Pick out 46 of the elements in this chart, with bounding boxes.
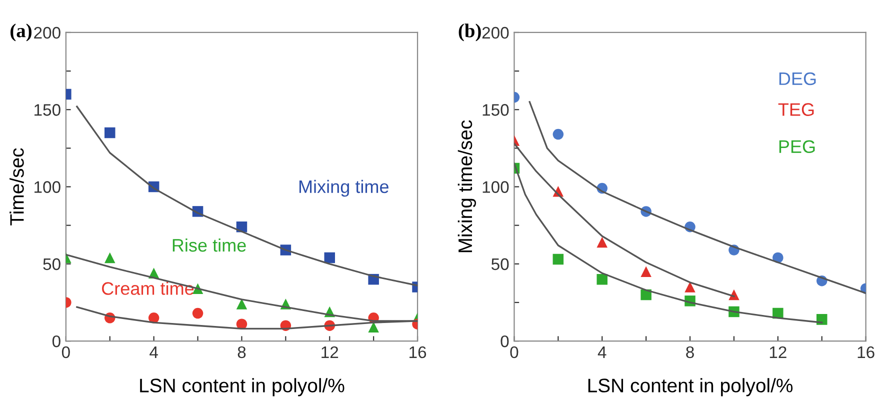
text: TEG	[778, 103, 814, 116]
text: PEG	[779, 140, 815, 153]
x-tick-label: 4	[150, 346, 158, 358]
point	[684, 282, 696, 292]
point	[104, 127, 116, 138]
point	[640, 266, 652, 277]
x-tick-label: 16	[858, 346, 874, 358]
x-tick-label: 8	[238, 346, 246, 358]
y-tick-label: 50	[43, 258, 60, 270]
point	[368, 322, 379, 333]
y-tick-label: 200	[34, 26, 60, 39]
x-axis-title: LSN content in polyol/%	[588, 378, 793, 396]
x-tick-label: 0	[62, 346, 70, 358]
y-axis-title: Mixing time/sec	[458, 120, 476, 252]
text: (b)	[458, 24, 481, 42]
point	[192, 308, 204, 319]
point	[596, 274, 608, 285]
point	[236, 298, 248, 310]
x-tick-label: 0	[510, 346, 518, 358]
y-tick-label: 0	[52, 335, 60, 348]
text: DEG	[779, 72, 816, 86]
x-tick-label: 4	[598, 346, 606, 358]
x-tick-label: 12	[770, 346, 786, 358]
series-label: Rise time	[172, 238, 246, 252]
y-tick-label: 150	[34, 104, 60, 116]
y-tick-label: 200	[482, 26, 509, 39]
x-axis-title: LSN content in polyol/%	[140, 378, 344, 396]
series-label: Cream time	[102, 282, 194, 295]
text: Mixing time	[299, 180, 388, 197]
y-tick-label: 0	[500, 335, 509, 348]
line-series	[528, 101, 866, 294]
x-tick-label: 8	[686, 346, 694, 358]
y-tick-label: 100	[482, 181, 509, 193]
y-tick-label: 150	[482, 104, 509, 116]
point	[552, 128, 564, 140]
x-tick-label: 12	[322, 346, 338, 358]
text: (a)	[10, 24, 32, 42]
point	[596, 236, 608, 248]
y-tick-label: 100	[34, 181, 60, 193]
y-axis-title: Time/sec	[10, 148, 24, 226]
x-tick-label: 16	[410, 346, 426, 358]
point	[324, 252, 336, 264]
point	[816, 314, 828, 325]
point	[552, 254, 564, 265]
point	[104, 252, 116, 264]
y-tick-label: 50	[491, 258, 509, 270]
